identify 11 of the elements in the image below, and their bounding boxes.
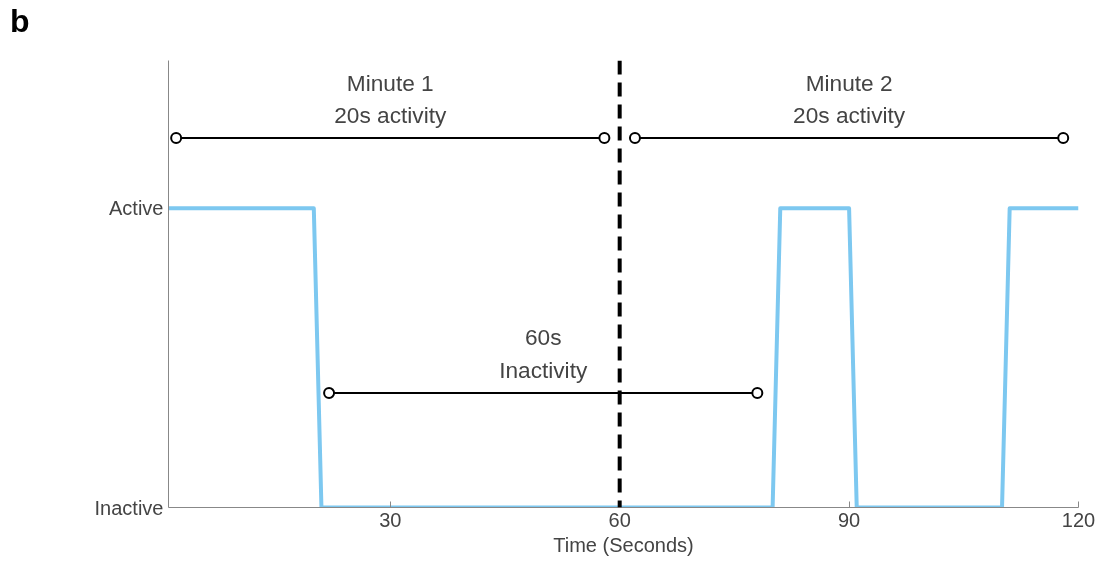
x-axis-title: Time (Seconds) <box>553 533 694 556</box>
x-tick-label: 30 <box>379 508 402 531</box>
annotation: Minute 2 20s activity <box>793 69 906 129</box>
x-tick-label: 120 <box>1061 508 1096 531</box>
annotation: Minute 1 20s activity <box>334 69 447 129</box>
x-tick-label: 90 <box>837 508 861 531</box>
x-tick-label: 60 <box>608 508 631 531</box>
text: Active <box>109 197 164 220</box>
annotation: 60s Inactivity <box>499 324 588 383</box>
text: Inactive <box>94 496 164 519</box>
text: b <box>10 3 30 39</box>
